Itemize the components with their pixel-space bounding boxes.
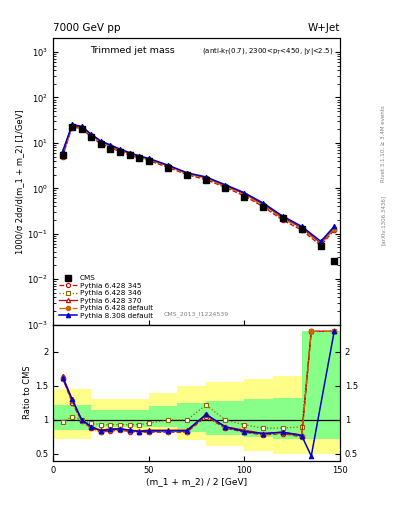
X-axis label: (m_1 + m_2) / 2 [GeV]: (m_1 + m_2) / 2 [GeV] [146, 477, 247, 486]
Y-axis label: 1000/σ 2dσ/d(m_1 + m_2) [1/GeV]: 1000/σ 2dσ/d(m_1 + m_2) [1/GeV] [15, 109, 24, 254]
Text: [arXiv:1306.3436]: [arXiv:1306.3436] [381, 195, 386, 245]
Y-axis label: Ratio to CMS: Ratio to CMS [23, 366, 32, 419]
Text: (anti-k$_T$(0.7), 2300<p$_T$<450, |y|<2.5): (anti-k$_T$(0.7), 2300<p$_T$<450, |y|<2.… [202, 46, 334, 56]
Text: CMS_2013_I1224539: CMS_2013_I1224539 [164, 312, 229, 317]
Text: Trimmed jet mass: Trimmed jet mass [90, 46, 175, 55]
Text: 7000 GeV pp: 7000 GeV pp [53, 23, 121, 33]
Legend: CMS, Pythia 6.428 345, Pythia 6.428 346, Pythia 6.428 370, Pythia 6.428 default,: CMS, Pythia 6.428 345, Pythia 6.428 346,… [57, 273, 155, 321]
Text: Rivet 3.1.10, ≥ 3.4M events: Rivet 3.1.10, ≥ 3.4M events [381, 105, 386, 182]
Text: W+Jet: W+Jet [308, 23, 340, 33]
